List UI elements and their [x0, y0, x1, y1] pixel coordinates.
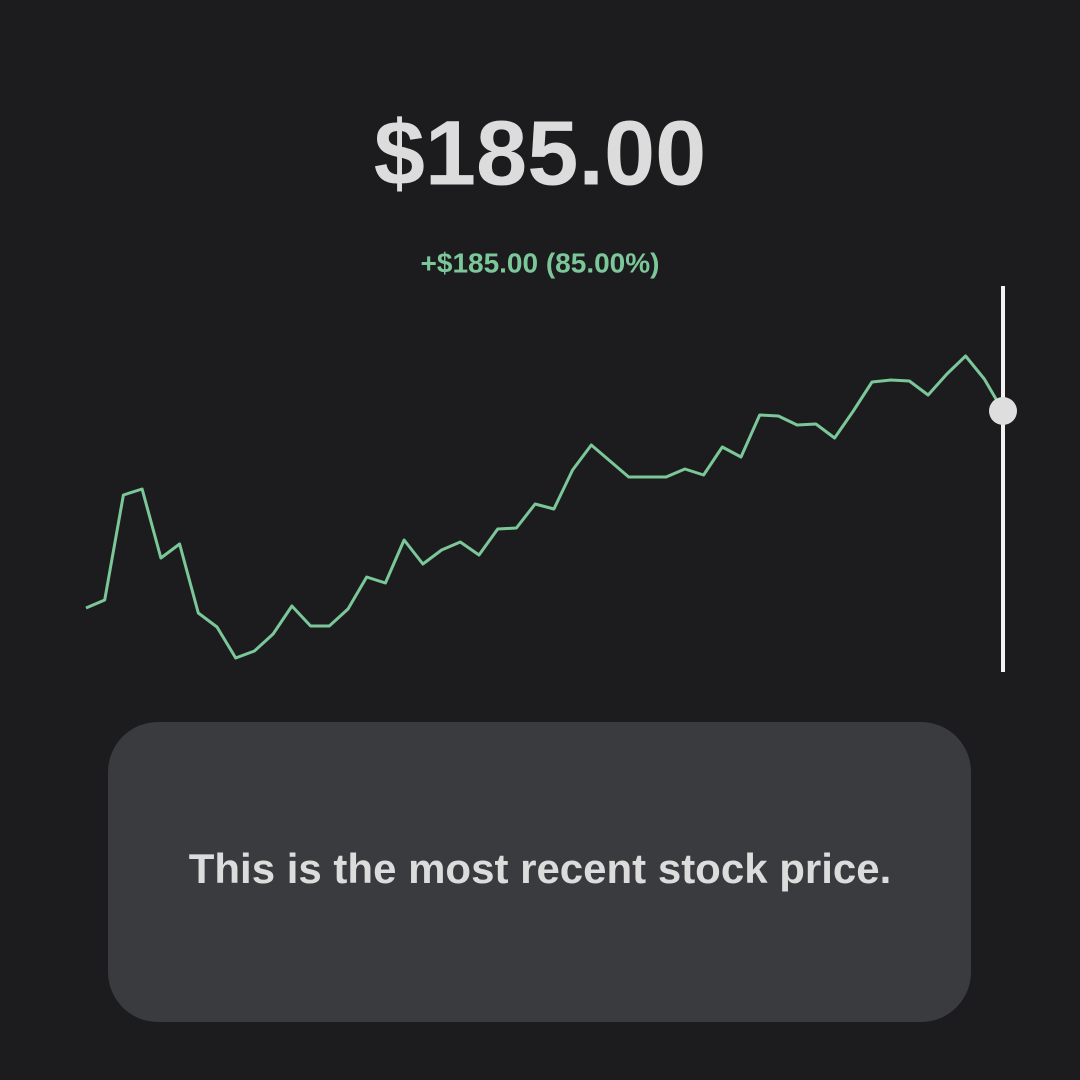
price: $185.00 [374, 102, 707, 204]
tooltip-text: This is the most recent stock price. [189, 845, 892, 892]
tooltip-card [108, 722, 971, 1022]
cursor-dot [989, 397, 1017, 425]
chart [85, 286, 1017, 672]
price-line [85, 354, 1005, 660]
price-change: +$185.00 (85.00%) [421, 247, 660, 278]
